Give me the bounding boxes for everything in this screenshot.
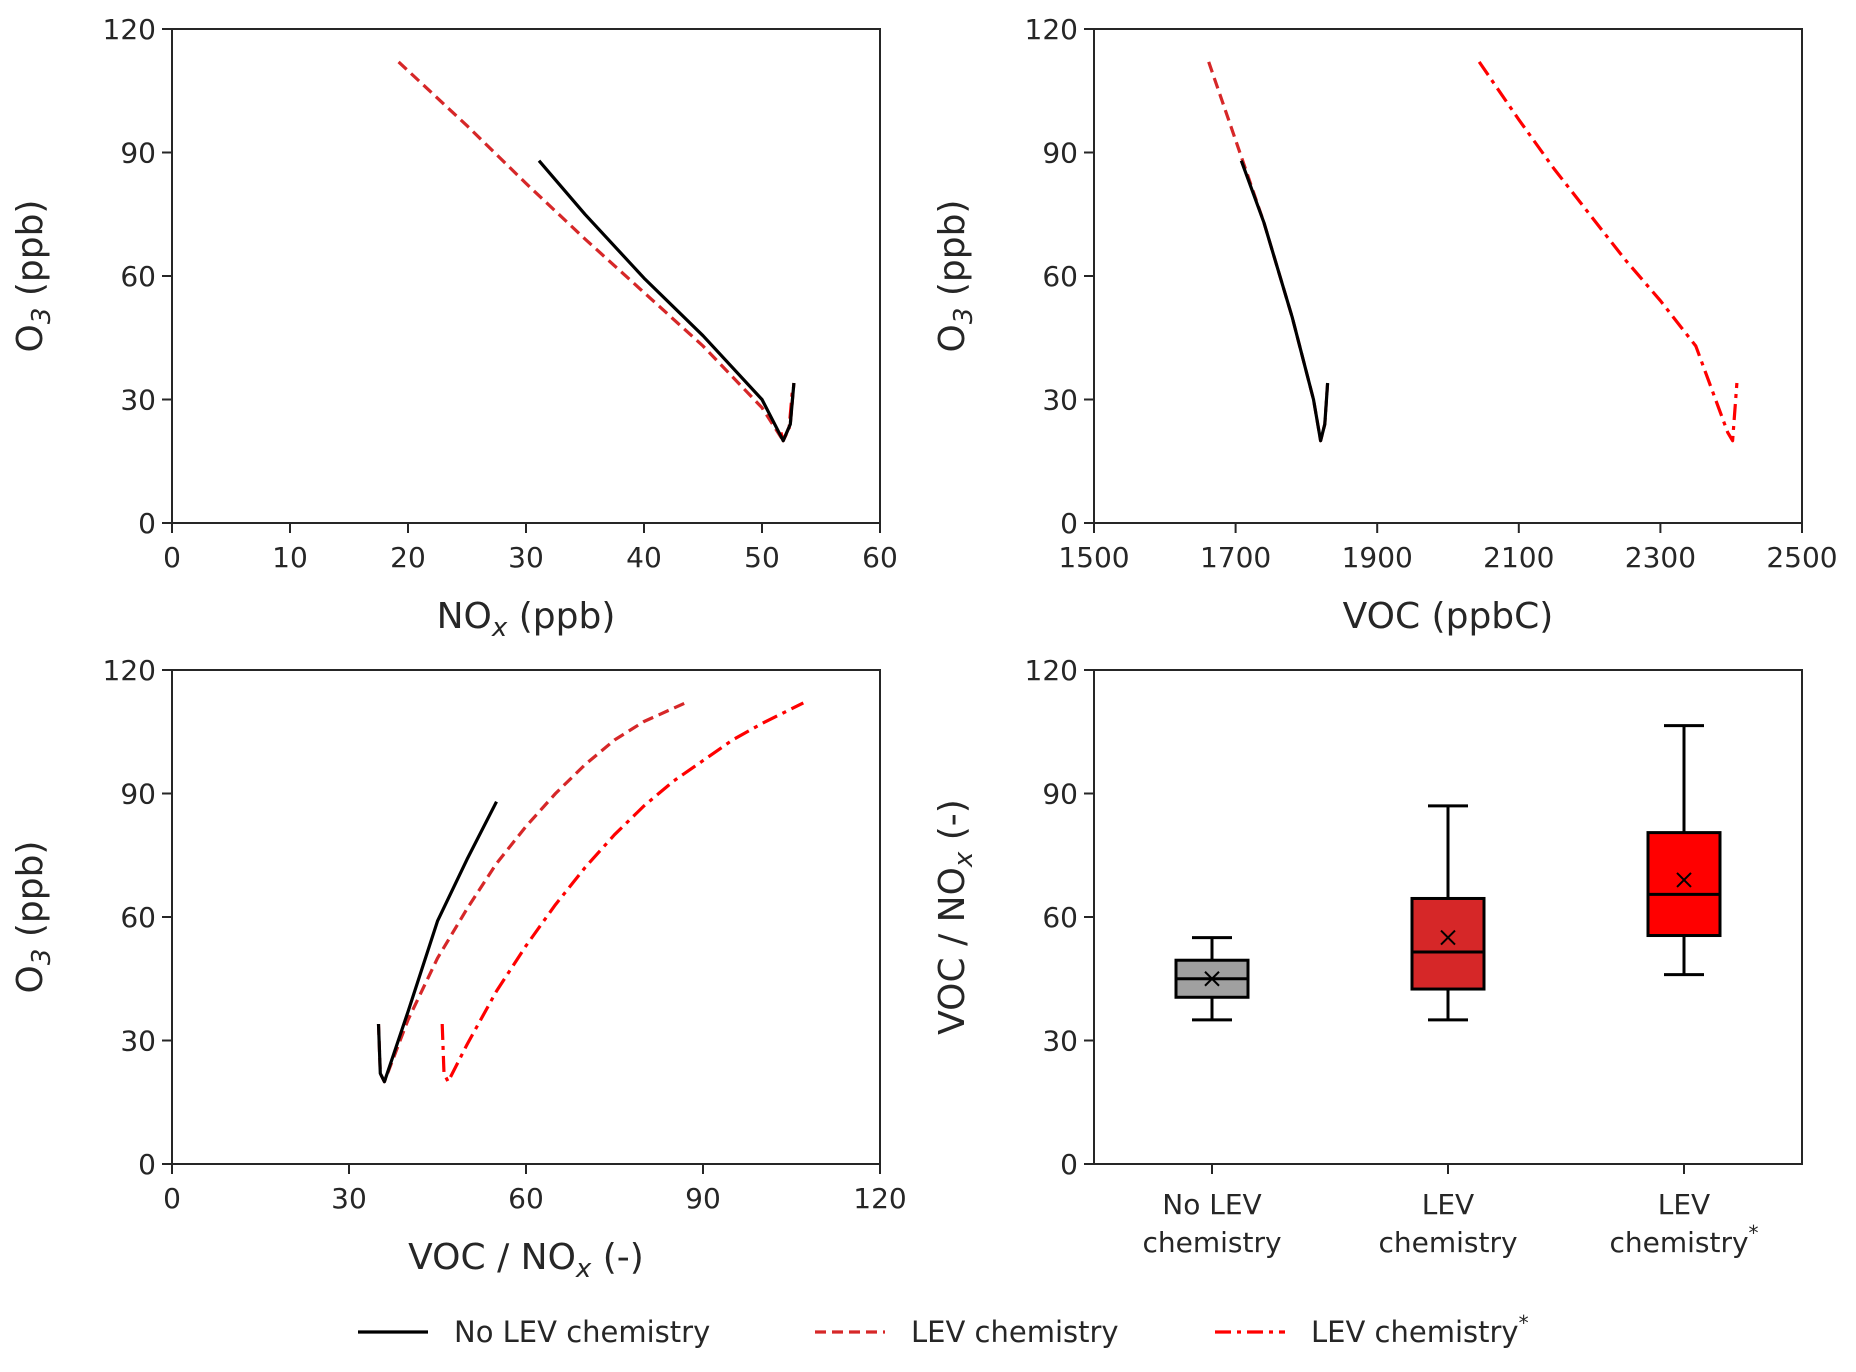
axes-frame [171, 28, 881, 524]
x-tick-label: 90 [685, 1182, 721, 1215]
series-line-dashed [397, 60, 796, 443]
y-tick-label: 90 [120, 137, 156, 170]
x-tick-label: 2300 [1625, 541, 1696, 574]
legend-label: No LEV chemistry [454, 1315, 710, 1349]
series-line-solid [376, 800, 498, 1084]
x-tick-label: 1900 [1342, 541, 1413, 574]
box-2 [1646, 724, 1722, 977]
category-label-line1: LEV [1422, 1188, 1474, 1221]
mean-marker [1440, 929, 1456, 946]
x-tick-label: 0 [163, 1182, 181, 1215]
x-tick-label: 40 [626, 541, 662, 574]
y-axis-label: O3 (ppb) [932, 200, 979, 353]
x-axis-label: VOC / NOx (-) [408, 1237, 644, 1284]
panel-o3-vs-voc: 0 30 60 90 120 O3 (ppb) 1500 1700 1900 2100 2300 25… [932, 13, 1838, 637]
category-label-line1: LEV [1658, 1188, 1710, 1221]
y-tick-label: 30 [1042, 1025, 1078, 1058]
x-tick-label: 30 [508, 541, 544, 574]
series-line-dashed [376, 701, 686, 1084]
legend: No LEV chemistry LEV chemistry LEV chemist… [358, 1311, 1529, 1349]
mean-marker [1204, 971, 1220, 987]
y-tick-label: 90 [1042, 137, 1078, 170]
panel-voc-nox-boxplot: 0 30 60 90 120 VOC / NOx (-) No LEV chemistry LE… [932, 654, 1803, 1259]
y-axis-label: O3 (ppb) [10, 841, 57, 994]
y-tick-label: 90 [1042, 778, 1078, 811]
x-tick-label: 20 [390, 541, 426, 574]
y-tick-label: 120 [103, 654, 156, 687]
y-tick-label: 90 [120, 778, 156, 811]
x-tick-label: 1700 [1200, 541, 1271, 574]
x-tick-label: 2100 [1483, 541, 1554, 574]
mean-marker [1676, 872, 1692, 888]
category-label-line2: chemistry* [1609, 1221, 1758, 1259]
x-tick-label: 0 [163, 541, 181, 574]
x-tick-label: 60 [508, 1182, 544, 1215]
series-line-dashdot [440, 701, 805, 1084]
y-axis-label: O3 (ppb) [10, 200, 57, 353]
y-tick-label: 60 [1042, 901, 1078, 934]
box-iqr [1646, 831, 1722, 938]
axes-frame [171, 669, 881, 1165]
x-axis-label: NOx (ppb) [437, 596, 616, 643]
y-tick-label: 60 [1042, 260, 1078, 293]
y-tick-label: 0 [138, 507, 156, 540]
x-tick-label: 120 [853, 1182, 906, 1215]
y-tick-label: 60 [120, 260, 156, 293]
category-label-line2: chemistry [1378, 1226, 1517, 1259]
box-1 [1410, 804, 1486, 1022]
y-axis-label: VOC / NOx (-) [932, 799, 979, 1035]
y-tick-label: 120 [103, 13, 156, 46]
y-tick-label: 0 [138, 1148, 156, 1181]
series-line-solid [1239, 160, 1330, 443]
panel-o3-vs-nox: 0 30 60 90 120 O3 (ppb) 0 10 20 30 40 50 60 NOx (ppb) [10, 13, 898, 643]
y-tick-label: 60 [120, 901, 156, 934]
series-line-dashdot [1477, 60, 1739, 443]
x-axis-label: VOC (ppbC) [1343, 596, 1554, 637]
legend-label: LEV chemistry [911, 1315, 1119, 1349]
y-tick-label: 0 [1060, 1148, 1078, 1181]
box-0 [1174, 936, 1250, 1022]
axes-frame [1093, 28, 1803, 524]
y-tick-label: 30 [120, 384, 156, 417]
y-tick-label: 30 [1042, 384, 1078, 417]
x-tick-label: 60 [862, 541, 898, 574]
box-iqr [1410, 896, 1486, 991]
x-tick-label: 50 [744, 541, 780, 574]
category-label-line1: No LEV [1162, 1188, 1261, 1221]
y-tick-label: 120 [1025, 13, 1078, 46]
category-label-line2: chemistry [1142, 1226, 1281, 1259]
legend-label: LEV chemistry* [1311, 1311, 1529, 1349]
x-tick-label: 2500 [1766, 541, 1837, 574]
x-tick-label: 30 [331, 1182, 367, 1215]
y-tick-label: 0 [1060, 507, 1078, 540]
panel-o3-vs-voc-nox-ratio: 0 30 60 90 120 O3 (ppb) 0 30 60 90 120 VOC / NOx (-… [10, 654, 907, 1284]
x-tick-label: 10 [272, 541, 308, 574]
series-line-solid [537, 159, 796, 443]
y-tick-label: 120 [1025, 654, 1078, 687]
x-tick-label: 1500 [1058, 541, 1129, 574]
y-tick-label: 30 [120, 1025, 156, 1058]
